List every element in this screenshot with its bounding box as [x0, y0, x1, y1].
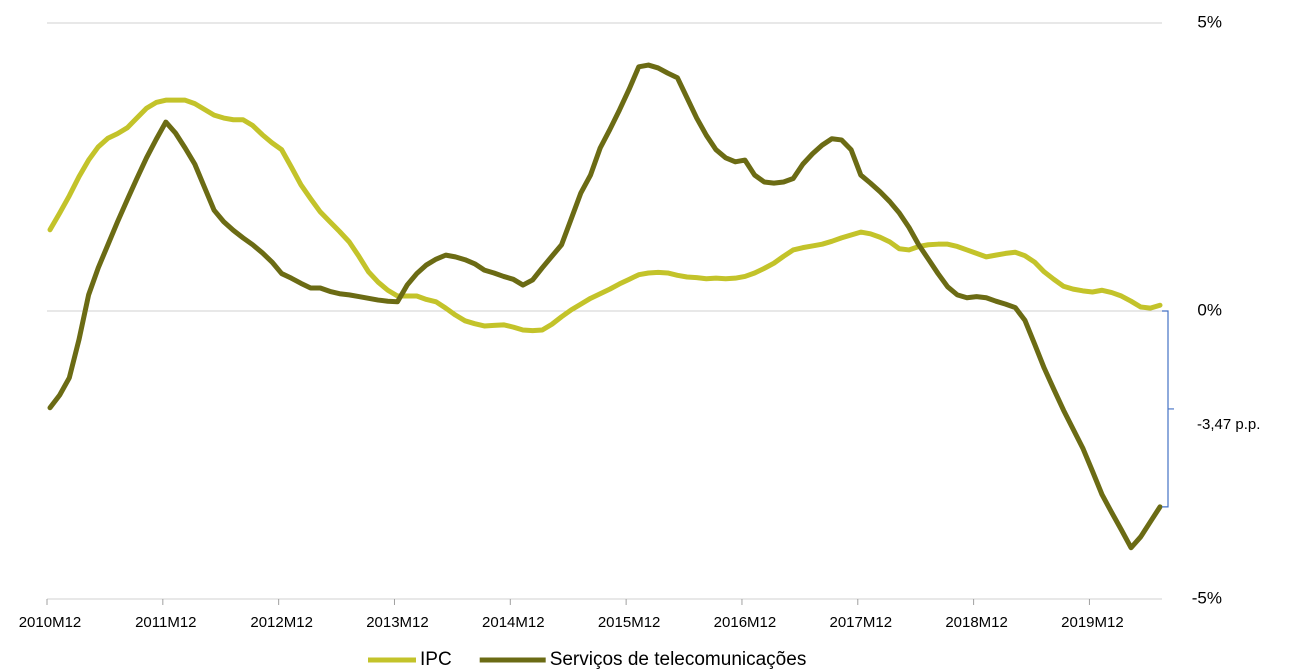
legend-label: Serviços de telecomunicações — [550, 649, 807, 670]
x-tick-label: 2017M12 — [830, 614, 893, 631]
annotation-bracket — [1162, 310, 1174, 508]
x-tick-label: 2012M12 — [250, 614, 313, 631]
x-tick-label: 2010M12 — [19, 614, 82, 631]
x-tick-label: 2015M12 — [598, 614, 661, 631]
y-tick-label: 5% — [1197, 12, 1222, 31]
y-tick-label: -5% — [1192, 588, 1222, 607]
series-line — [47, 62, 1163, 551]
x-tick-label: 2018M12 — [945, 614, 1008, 631]
y-tick-label: 0% — [1197, 300, 1222, 319]
x-tick-label: 2014M12 — [482, 614, 545, 631]
x-tick-label: 2013M12 — [366, 614, 429, 631]
series-line — [47, 97, 1163, 334]
x-tick-label: 2011M12 — [135, 614, 196, 631]
x-tick-label: 2016M12 — [714, 614, 777, 631]
x-tick-label: 2019M12 — [1061, 614, 1124, 631]
legend-label: IPC — [420, 649, 452, 670]
annotation-label: -3,47 p.p. — [1197, 416, 1260, 433]
